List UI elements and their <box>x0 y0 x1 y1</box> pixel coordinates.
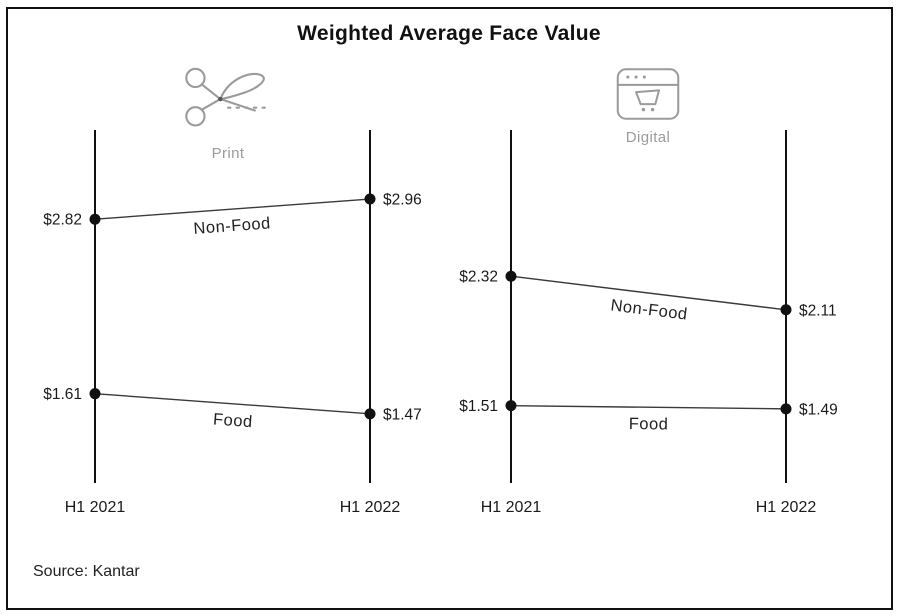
data-point <box>780 403 792 415</box>
series-line-non-food <box>510 275 787 311</box>
source-note: Source: Kantar <box>33 563 140 580</box>
x-axis-label: H1 2022 <box>340 499 401 516</box>
series-label: Food <box>629 415 669 433</box>
value-label: $2.32 <box>459 269 498 286</box>
print-panel-header: Print <box>168 62 288 162</box>
value-label: $2.11 <box>799 302 837 319</box>
chart-border-frame <box>6 7 893 610</box>
series-line-food <box>510 404 787 410</box>
value-label: $2.96 <box>383 192 422 209</box>
chart-title: Weighted Average Face Value <box>297 22 601 45</box>
data-point <box>505 400 517 412</box>
data-point <box>505 270 517 282</box>
data-point <box>89 388 101 400</box>
data-point <box>364 408 376 420</box>
x-axis-label: H1 2022 <box>756 499 817 516</box>
data-point <box>364 193 376 205</box>
digital-panel-header: Digital <box>588 66 708 146</box>
series-label: Non-Food <box>193 214 271 238</box>
browser-cart-icon <box>588 66 708 127</box>
value-label: $2.82 <box>43 212 82 229</box>
series-line-non-food <box>94 198 371 220</box>
data-point <box>89 213 101 225</box>
scissors-icon <box>168 62 288 143</box>
series-line-food <box>94 392 371 415</box>
data-point <box>780 304 792 316</box>
digital-panel-label: Digital <box>625 129 671 146</box>
x-axis-label: H1 2021 <box>481 499 542 516</box>
value-label: $1.47 <box>383 406 422 423</box>
x-axis-label: H1 2021 <box>65 499 126 516</box>
value-label: $1.51 <box>459 398 498 415</box>
series-label: Non-Food <box>610 296 689 323</box>
series-label: Food <box>212 410 253 431</box>
value-label: $1.61 <box>43 386 82 403</box>
print-panel-label: Print <box>211 145 245 162</box>
value-label: $1.49 <box>799 401 838 418</box>
